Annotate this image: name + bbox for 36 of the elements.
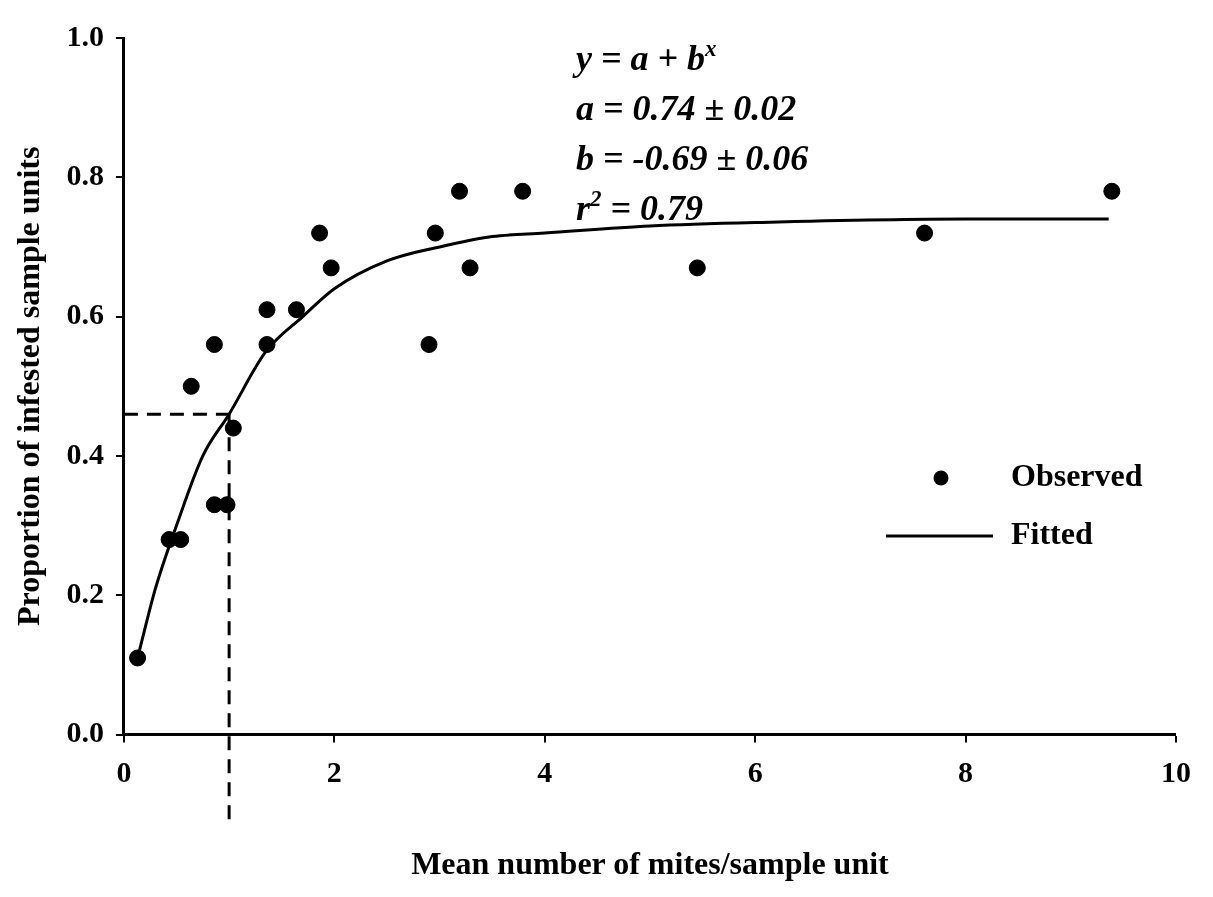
x-tick-label: 8 [958, 755, 974, 789]
point [258, 336, 276, 353]
annotation: a = 0.74 ± 0.02 [575, 88, 797, 128]
y-tick-label: 0.8 [66, 158, 104, 192]
legend-label: Fitted [1011, 515, 1093, 552]
point [322, 259, 340, 277]
y-tick-label: 0.0 [66, 715, 104, 749]
point [311, 224, 329, 242]
point [224, 419, 242, 437]
point [218, 496, 236, 514]
y-tick-label: 0.2 [66, 576, 104, 610]
annotation: b = -0.69 ± 0.06 [575, 138, 809, 178]
point [287, 301, 305, 319]
point [1103, 182, 1121, 200]
point [258, 301, 276, 319]
x-tick-label: 10 [1161, 755, 1191, 789]
point [420, 336, 438, 353]
x-tick-label: 0 [116, 755, 132, 789]
y-tick-label: 0.6 [66, 297, 104, 331]
x-tick-label: 6 [747, 755, 763, 789]
point [129, 649, 147, 667]
point [688, 259, 706, 277]
x-tick-label: 2 [326, 755, 342, 789]
y-axis-title: Proportion of infested sample units [10, 146, 47, 627]
point [514, 182, 532, 200]
x-axis-title: Mean number of mites/sample unit [411, 845, 890, 882]
point [916, 224, 934, 242]
point [451, 182, 469, 200]
legend-label: Observed [1011, 457, 1143, 494]
y-tick-label: 1.0 [66, 18, 104, 52]
x-tick-label: 4 [537, 755, 553, 789]
y-tick-label: 0.4 [66, 436, 104, 470]
point [426, 224, 444, 242]
point [205, 336, 223, 353]
point [461, 259, 479, 277]
point [182, 377, 200, 395]
